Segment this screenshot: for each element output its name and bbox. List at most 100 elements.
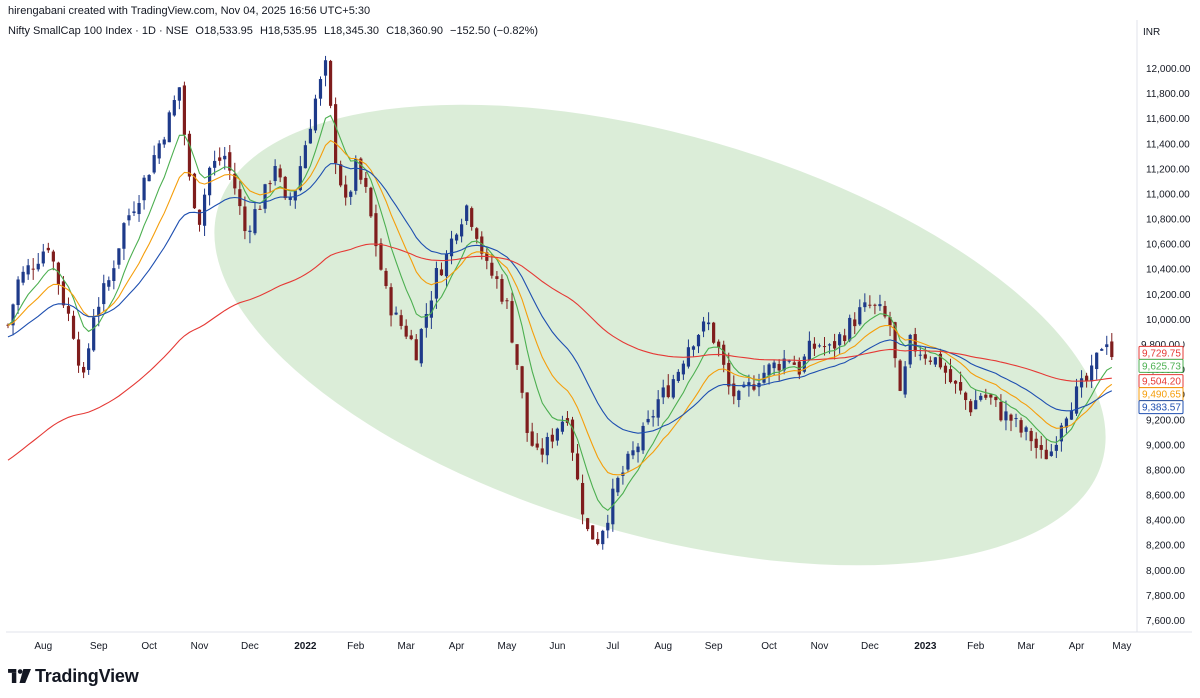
candle-body — [1095, 352, 1099, 370]
candle-body — [334, 104, 338, 164]
candle — [465, 204, 469, 225]
candle-body — [953, 380, 958, 384]
candle-body — [389, 287, 393, 316]
candle — [817, 343, 822, 348]
candle-body — [208, 167, 212, 196]
candle — [454, 233, 459, 245]
candle-body — [1029, 430, 1033, 442]
price-tick-label: 11,400.00 — [1146, 139, 1190, 150]
candle-body — [465, 205, 469, 221]
candle — [525, 392, 529, 442]
ma-50-line — [7, 139, 1113, 476]
candle-body — [288, 196, 292, 200]
candle-body — [1084, 375, 1089, 381]
time-tick-label: Aug — [34, 641, 52, 652]
candle — [984, 388, 988, 400]
tradingview-logo-icon — [8, 669, 31, 683]
candle-body — [641, 425, 645, 451]
candle — [444, 250, 449, 287]
candle-body — [102, 283, 106, 305]
candle — [777, 359, 781, 381]
candle-body — [706, 322, 711, 325]
candle — [737, 389, 741, 408]
candle-body — [964, 392, 968, 401]
candle — [1034, 432, 1038, 459]
candle — [283, 175, 287, 200]
price-tick-label: 10,400.00 — [1146, 265, 1191, 276]
candle-body — [717, 341, 721, 348]
candle — [122, 222, 126, 260]
symbol-legend[interactable]: Nifty SmallCap 100 Index · 1D · NSE O18,… — [8, 25, 542, 37]
symbol-name: Nifty SmallCap 100 Index · 1D · NSE — [8, 25, 189, 37]
candle-body — [46, 247, 50, 251]
candle — [530, 422, 534, 447]
candle — [374, 204, 378, 257]
candle-body — [31, 268, 35, 270]
candle — [762, 365, 766, 384]
time-tick-label: Mar — [1017, 641, 1035, 652]
candle-body — [213, 160, 217, 168]
candle — [570, 416, 575, 461]
candle-body — [308, 128, 313, 144]
time-tick-label: Mar — [398, 641, 416, 652]
candle — [1064, 416, 1069, 434]
price-tick-label: 10,800.00 — [1146, 215, 1191, 226]
candle-body — [822, 346, 827, 348]
candle — [112, 260, 116, 290]
candle-body — [1049, 451, 1053, 456]
time-tick-label: Oct — [141, 641, 157, 652]
time-tick-label: Sep — [90, 641, 108, 652]
time-tick-label: Apr — [449, 641, 465, 652]
currency-label[interactable]: INR — [1143, 27, 1161, 38]
candle — [268, 180, 272, 193]
candle-body — [228, 152, 232, 171]
candle-body — [107, 280, 111, 287]
candle — [651, 409, 655, 427]
candle-body — [339, 164, 343, 186]
candle — [334, 97, 338, 175]
candle — [656, 390, 660, 427]
candle — [928, 356, 932, 365]
candle-body — [97, 306, 101, 316]
candle-body — [384, 270, 388, 287]
candle-body — [56, 262, 61, 285]
candle-body — [933, 357, 937, 365]
time-tick-label: Dec — [861, 641, 879, 652]
candle-body — [157, 143, 161, 159]
candle-body — [374, 213, 378, 247]
candle-body — [122, 223, 126, 249]
candle — [87, 343, 91, 375]
candle-body — [752, 384, 756, 390]
candle-body — [409, 335, 413, 340]
ma-200-line — [7, 243, 1112, 461]
candle — [36, 253, 40, 272]
candle-body — [1064, 418, 1069, 428]
candle — [308, 119, 313, 144]
candle-body — [142, 177, 146, 201]
candle — [560, 415, 565, 435]
candle-body — [137, 203, 141, 215]
candle — [409, 329, 413, 341]
creator-credit: hirengabani created with TradingView.com… — [8, 5, 371, 17]
candle-body — [278, 168, 282, 178]
candle — [1105, 335, 1109, 355]
candle-body — [172, 100, 176, 116]
candle — [424, 303, 428, 338]
candle — [1029, 428, 1033, 451]
candle-body — [454, 234, 459, 241]
candle-body — [520, 366, 524, 393]
price-axis: 7,600.00 7,800.00 8,000.00 8,200.00 8,400.00… — [1136, 20, 1191, 632]
candle — [676, 369, 680, 383]
candle — [233, 162, 237, 195]
candle — [46, 242, 50, 253]
candle-body — [626, 453, 630, 470]
candle-body — [727, 362, 731, 387]
candle-body — [258, 208, 262, 210]
price-chart[interactable]: 7,600.00 7,800.00 8,000.00 8,200.00 8,400.00… — [0, 0, 1200, 660]
candle — [92, 308, 96, 352]
candle-body — [853, 319, 857, 327]
candle-body — [762, 372, 766, 383]
candle-body — [147, 175, 151, 182]
tradingview-logo[interactable]: TradingView — [8, 664, 139, 688]
candle — [948, 358, 953, 384]
